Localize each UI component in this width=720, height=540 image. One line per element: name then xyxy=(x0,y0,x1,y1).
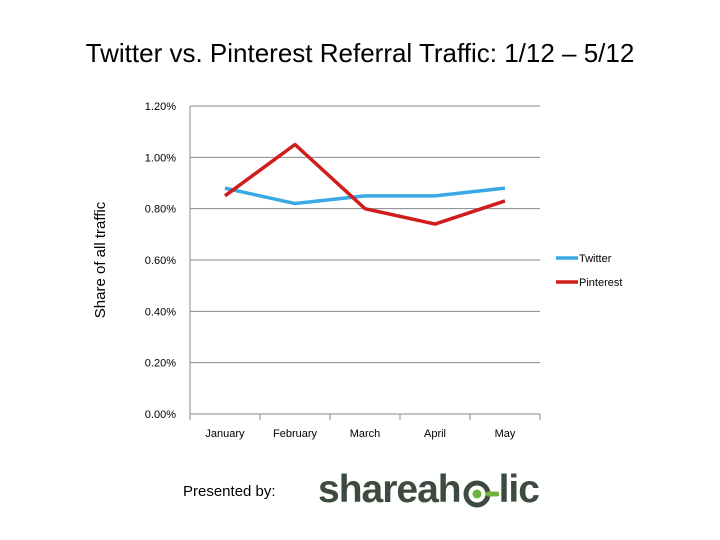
y-axis-label: Share of all traffic xyxy=(92,201,109,318)
grid-lines xyxy=(190,105,540,364)
x-tick-label-february: February xyxy=(273,428,318,440)
series-lines xyxy=(223,142,506,226)
series-line-pinterest xyxy=(223,142,506,226)
y-tick-label-0: 0.00% xyxy=(145,409,176,421)
x-tick-label-may: May xyxy=(495,428,516,440)
shareaholic-logo[interactable]: shareah lic xyxy=(318,468,540,511)
y-tick-label-6: 1.20% xyxy=(145,101,176,113)
x-axis-ticks: January February March April May xyxy=(205,428,515,440)
y-tick-label-1: 0.20% xyxy=(145,358,176,370)
axes xyxy=(189,106,541,420)
legend: Twitter Pinterest xyxy=(556,253,622,289)
legend-label-pinterest: Pinterest xyxy=(579,277,622,289)
x-tick-label-march: March xyxy=(350,428,381,440)
x-tick-label-january: January xyxy=(205,428,245,440)
eye-o-icon xyxy=(463,480,499,508)
y-tick-label-5: 1.00% xyxy=(145,152,176,164)
y-axis-ticks: 0.00% 0.20% 0.40% 0.60% 0.80% 1.00% 1.20% xyxy=(145,101,176,421)
series-line-twitter xyxy=(224,186,506,206)
y-tick-label-4: 0.80% xyxy=(145,204,176,216)
logo-text-right: lic xyxy=(498,468,540,511)
chart-title: Twitter vs. Pinterest Referral Traffic: … xyxy=(85,38,635,68)
y-tick-label-3: 0.60% xyxy=(145,255,176,267)
logo-text-left: shareah xyxy=(318,468,462,511)
y-tick-label-2: 0.40% xyxy=(145,306,176,318)
legend-label-twitter: Twitter xyxy=(579,253,612,265)
presented-by-label: Presented by: xyxy=(183,483,276,500)
x-tick-label-april: April xyxy=(424,428,446,440)
